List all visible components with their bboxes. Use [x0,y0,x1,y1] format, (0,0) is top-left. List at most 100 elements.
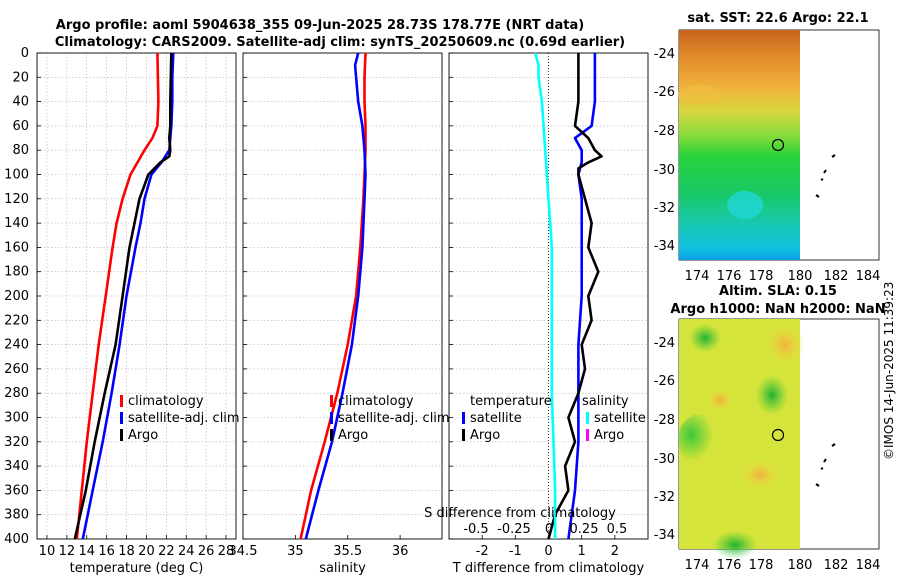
map-lat-label: -34 [654,528,675,543]
x-tick-label: 22 [158,544,175,559]
island [831,154,836,158]
difference-panel: -2 -1 0 1 2 T difference from climatology [448,52,649,576]
island [831,443,836,447]
depth-tick-label: 220 [4,313,29,328]
depth-tick-label: 380 [4,508,29,523]
x-tick-label: -2 [476,544,489,559]
island [815,483,820,487]
sst-yellow-patch [678,85,722,105]
depth-tick-label: 80 [12,143,29,158]
map-lat-label: -24 [654,47,675,62]
x-tick-label: 2 [611,544,619,559]
s-tick-label: 0 [545,522,553,537]
x-tick-label: 26 [198,544,215,559]
salinity-panel: 34.5 35 35.5 36 salinity [229,52,443,576]
sst-map [678,29,880,261]
legend-swatch-t-argo [462,429,465,441]
depth-tick-label: 100 [4,168,29,183]
legend-swatch-argo [330,429,333,441]
island-markers [815,154,836,198]
map-lon-label: 174 [685,558,710,573]
x-axis-label: temperature (deg C) [70,561,204,576]
island [820,467,824,470]
legend-label-t-argo: Argo [470,428,500,443]
map-lat-label: -26 [654,85,675,100]
legend-label-satellite: satellite-adj. clim [128,411,240,426]
depth-tick-label: 140 [4,216,29,231]
s-tick-label: 0.5 [607,522,628,537]
depth-tick-label: 340 [4,459,29,474]
map-lat-label: -28 [654,413,675,428]
difference-legend: temperature satellite Argo salinity sate… [462,394,646,443]
map-lat-label: -24 [654,336,675,351]
x-tick-label: 28 [218,544,235,559]
sla-map-axes: -24 -26 -28 -30 -32 -34 174 176 178 180 182 184 [654,336,881,573]
map-lat-label: -34 [654,239,675,254]
depth-tick-label: 120 [4,192,29,207]
series-line-satellite-adj-clim [304,52,367,540]
map-lon-label: 180 [788,269,813,284]
map-lat-label: -28 [654,124,675,139]
depth-tick-label: 20 [12,70,29,85]
plot-frame [242,52,443,540]
map-lon-label: 182 [824,558,849,573]
figure-title-line2: Climatology: CARS2009. Satellite-adj cli… [55,35,625,50]
map-lon-label: 184 [856,558,881,573]
legend-swatch-s-argo [586,429,589,441]
x-tick-label: 35.5 [333,544,362,559]
depth-tick-label: 160 [4,240,29,255]
island [820,178,824,181]
x-tick-label: 12 [59,544,76,559]
x-tick-label: 36 [392,544,409,559]
sst-map-title: sat. SST: 22.6 Argo: 22.1 [687,11,868,26]
legend-swatch-s-satellite [586,412,589,424]
sla-low-patch [713,531,757,559]
sst-field [679,30,800,260]
legend-label-argo: Argo [338,428,368,443]
s-tick-label: 0.25 [570,522,599,537]
depth-tick-label: 280 [4,386,29,401]
depth-tick-label: 180 [4,265,29,280]
s-tick-label: -0.25 [497,522,531,537]
x-tick-label: 35 [287,544,304,559]
series-line-satellite-adj-clim [81,52,175,540]
x-tick-label: 34.5 [229,544,258,559]
island [823,169,827,174]
credit-timestamp: ©IMOS 14-Jun-2025 11:39:23 [882,282,896,460]
sla-low-patch [678,414,722,466]
map-lat-label: -30 [654,163,675,178]
sla-low-patch [756,375,788,415]
map-lat-label: -32 [654,490,675,505]
map-lon-label: 178 [749,558,774,573]
map-lon-label: 182 [824,269,849,284]
temperature-panel: 10 12 14 16 18 20 22 24 26 28 temperature (deg C) [36,52,237,576]
map-lat-label: -30 [654,452,675,467]
depth-axis: 0 20 40 60 80 100 120 140 160 180 200 220 240 260 280 3… [4,46,29,547]
series-line-climatology [299,52,367,540]
x-tick-label: 0 [544,544,552,559]
x-tick-label: 14 [78,544,95,559]
map-lon-label: 176 [717,558,742,573]
depth-tick-label: 240 [4,338,29,353]
x-axis-label: salinity [319,561,366,576]
depth-tick-label: 40 [12,95,29,110]
depth-tick-label: 400 [4,532,29,547]
depth-tick-label: 200 [4,289,29,304]
series-line-argo [73,52,173,540]
series-line-temperature-satellite [567,53,597,540]
map-lon-label: 178 [749,269,774,284]
map-lon-label: 174 [685,269,710,284]
x-axis-label: T difference from climatology [452,561,645,576]
s-difference-ticks: -0.5 -0.25 0 0.25 0.5 [463,522,627,537]
island-markers [815,443,836,487]
temperature-legend: climatology satellite-adj. clim Argo [120,394,240,443]
legend-label-t-satellite: satellite [470,411,522,426]
argo-position-marker [771,138,785,152]
legend-label-s-argo: Argo [594,428,624,443]
legend-swatch-climatology [330,395,333,407]
legend-label-climatology: climatology [128,394,204,409]
x-tick-label: 1 [578,544,586,559]
figure-title-line1: Argo profile: aoml 5904638_355 09-Jun-20… [56,18,584,33]
legend-swatch-satellite [330,412,333,424]
